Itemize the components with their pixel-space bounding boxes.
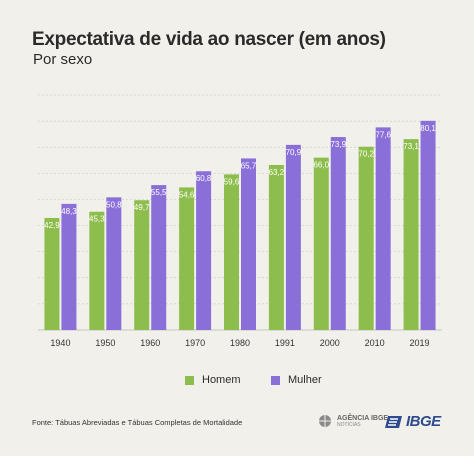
x-tick-label: 1940 [50,338,70,348]
data-label-mulher-1950: 50,8 [106,200,122,209]
bar-homem-1950 [89,211,105,330]
chart-subtitle: Por sexo [33,51,93,68]
chart-title: Expectativa de vida ao nascer (em anos) [32,29,386,50]
x-tick-label: 2000 [320,338,340,348]
legend-swatch-homem [185,375,194,385]
data-label-homem-2019: 73,1 [403,142,419,151]
agencia-ibge-logo: AGÊNCIA IBGE NOTÍCIAS [318,414,388,428]
bar-homem-2010 [358,146,374,330]
bar-homem-1991 [268,164,284,330]
data-label-mulher-2019: 80,1 [420,124,436,133]
legend-item-mulher: Mulher [271,374,322,386]
bar-mulher-2010 [375,127,391,330]
bar-homem-1970 [179,187,195,330]
data-label-homem-2000: 66,0 [313,161,329,170]
bar-mulher-2019 [420,120,436,330]
data-label-homem-1991: 63,2 [269,168,285,177]
ibge-logo-text: IBGE [406,413,441,430]
bar-homem-1980 [224,174,239,330]
bar-mulher-1991 [285,144,301,330]
x-tick-label: 1960 [140,338,160,348]
bar-mulher-1950 [106,197,122,330]
data-label-mulher-1940: 48,3 [61,207,77,216]
ibge-logo: IBGE [384,413,441,430]
bar-chart: 42,948,3 45,350,8 49,755,5 54,660,8 59,665,7… [38,94,442,348]
bar-mulher-1980 [241,158,256,330]
agencia-logo-subtext: NOTÍCIAS [337,421,361,428]
x-tick-label: 1991 [275,338,295,348]
bar-homem-1940 [44,217,60,330]
legend-item-homem: Homem [185,374,241,386]
data-label-mulher-1980: 65,7 [241,161,257,170]
legend-label-homem: Homem [202,374,241,386]
data-label-mulher-1991: 70,9 [286,148,302,157]
bar-mulher-1960 [151,185,167,330]
bar-mulher-1970 [196,171,212,330]
data-label-homem-1950: 45,3 [89,215,105,224]
data-label-homem-1960: 49,7 [134,203,150,212]
bar-mulher-1940 [61,203,77,330]
legend-label-mulher: Mulher [288,374,322,386]
bar-homem-2019 [403,139,419,330]
data-label-homem-1940: 42,9 [44,221,60,230]
data-label-homem-2010: 70,2 [358,150,374,159]
x-tick-label: 1950 [95,338,115,348]
data-label-homem-1980: 59,6 [224,177,240,186]
ibge-mark-icon [385,415,402,428]
data-label-mulher-1970: 60,8 [196,174,212,183]
data-label-mulher-2010: 77,6 [375,130,391,139]
data-label-homem-1970: 54,6 [179,190,195,199]
bar-homem-1960 [134,200,150,330]
agencia-logo-text: AGÊNCIA IBGE [337,414,389,422]
legend-swatch-mulher [271,375,280,385]
x-tick-label: 2010 [365,338,385,348]
data-label-mulher-1960: 55,5 [151,188,167,197]
globe-icon [319,415,331,427]
bar-mulher-2000 [330,137,346,330]
x-tick-label: 1970 [185,338,205,348]
data-label-mulher-2000: 73,9 [330,140,346,149]
bar-homem-2000 [313,157,329,330]
source-note: Fonte: Tábuas Abreviadas e Tábuas Comple… [32,418,243,427]
x-tick-label: 1980 [230,338,250,348]
x-tick-label: 2019 [410,338,430,348]
legend: Homem Mulher [0,374,474,394]
